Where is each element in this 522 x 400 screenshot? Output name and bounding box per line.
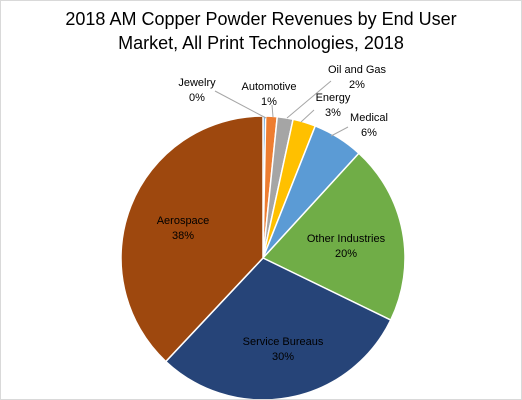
leader-line-jewelry [214, 90, 267, 119]
slice-label-service-bureaus: Service Bureaus [243, 336, 324, 348]
pie-slice-other-industries [261, 152, 406, 322]
chart-title: 2018 AM Copper Powder Revenues by End Us… [1, 7, 521, 55]
slice-percent-other-industries: 20% [335, 248, 357, 260]
slice-label-energy: Energy [316, 92, 351, 104]
slice-percent-jewelry: 0% [189, 92, 205, 104]
slice-label-medical: Medical [350, 112, 388, 124]
slice-label-jewelry: Jewelry [178, 77, 216, 89]
leader-line-oil-and-gas [286, 80, 332, 119]
leader-line-automotive [271, 104, 274, 118]
slice-percent-service-bureaus: 30% [272, 351, 294, 363]
leader-line-medical [330, 126, 349, 137]
slice-percent-energy: 3% [325, 107, 341, 119]
chart-title-line-2: Market, All Print Technologies, 2018 [118, 33, 404, 53]
slice-label-automotive: Automotive [241, 81, 296, 93]
chart-title-line-1: 2018 AM Copper Powder Revenues by End Us… [65, 9, 457, 29]
slice-percent-automotive: 1% [261, 96, 277, 108]
slice-percent-aerospace: 38% [172, 230, 194, 242]
slice-percent-oil-and-gas: 2% [349, 79, 365, 91]
pie-slice-aerospace [120, 115, 264, 363]
slice-label-other-industries: Other Industries [307, 233, 386, 245]
pie-slice-service-bureaus [164, 257, 392, 399]
slice-label-oil-and-gas: Oil and Gas [328, 64, 387, 76]
slice-percent-medical: 6% [361, 127, 377, 139]
leader-line-energy [300, 109, 315, 123]
slice-label-aerospace: Aerospace [157, 215, 210, 227]
